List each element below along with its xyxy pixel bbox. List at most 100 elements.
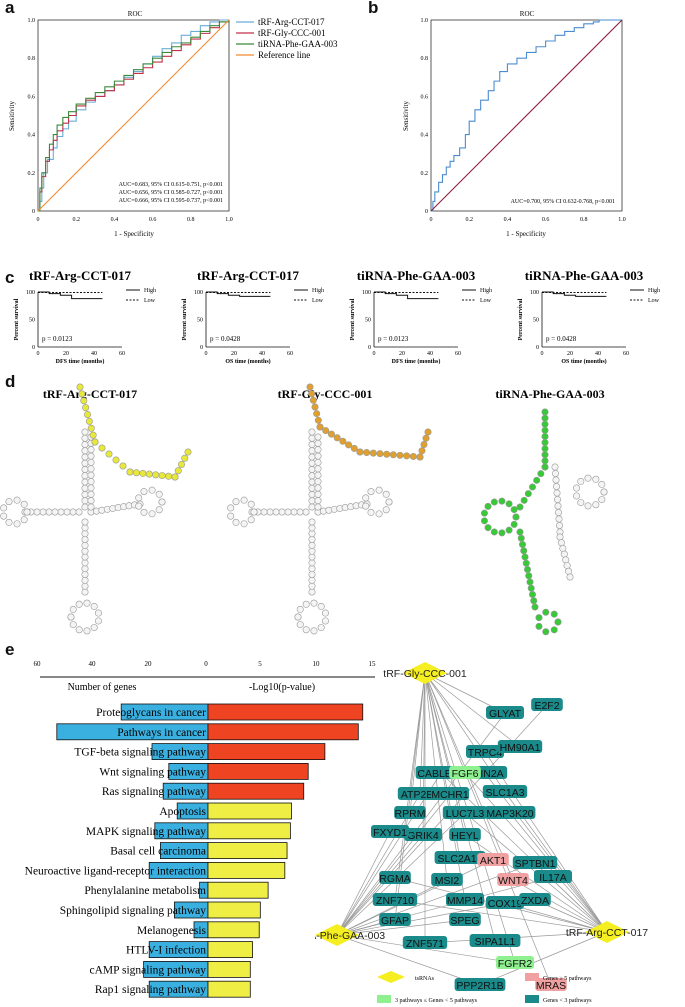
- panel-label-b: b: [368, 0, 379, 17]
- pvalue-bar: [207, 703, 364, 721]
- km-pvalue: p = 0.0428: [210, 335, 241, 343]
- svg-text:HEYL: HEYL: [451, 830, 479, 842]
- km-xtick: 60: [119, 351, 125, 357]
- rna-title-2: tRF-Gly-CCC-001: [278, 387, 373, 401]
- km-legend-low: Low: [144, 298, 156, 304]
- km-ytick: 100: [26, 290, 35, 296]
- roc-b-xtick: 1.0: [618, 217, 626, 223]
- km-xtick: 20: [63, 351, 69, 357]
- roc-b-series-1: [430, 19, 623, 212]
- svg-text:E2F2: E2F2: [534, 700, 559, 712]
- gene-node: HM90A1: [497, 740, 543, 754]
- km-xtick: 40: [259, 351, 265, 357]
- left-tick-40: 40: [89, 660, 97, 668]
- km-ytick: 100: [194, 290, 203, 296]
- pvalue-bar: [207, 861, 286, 879]
- pathway-label: Pathways in cancer: [117, 727, 206, 739]
- roc-a-legend-label: tRF-Arg-CCT-017: [258, 17, 325, 27]
- svg-text:IL17A: IL17A: [539, 872, 566, 884]
- km-ylabel: Percent survival: [14, 298, 20, 340]
- km-pvalue: p = 0.0428: [546, 335, 577, 343]
- gene-node: MAP3K20: [484, 806, 536, 820]
- svg-text:ZNF710: ZNF710: [376, 895, 414, 907]
- gene-node: IL17A: [534, 870, 572, 884]
- pathway-label: Phenylalanine metabolism: [84, 885, 206, 897]
- left-tick-20: 20: [145, 660, 153, 668]
- km-ytick: 50: [365, 318, 371, 324]
- pvalue-bar: [207, 960, 251, 978]
- svg-text:FGFR2: FGFR2: [498, 958, 533, 970]
- km-title: tRF-Arg-CCT-017: [29, 268, 132, 283]
- gene-node: ZNF710: [372, 893, 418, 907]
- rna-title-3: tiRNA-Phe-GAA-003: [495, 387, 604, 401]
- roc-a-ytick: 0: [32, 209, 35, 215]
- tsrna-hub-node: tiRNA-Phe-GAA-003: [315, 924, 385, 946]
- gene-node: GLYAT: [486, 706, 524, 720]
- pvalue-bar: [207, 842, 288, 860]
- svg-text:tRF-Gly-CCC-001: tRF-Gly-CCC-001: [383, 668, 467, 680]
- roc-b-ytick: 0.8: [421, 56, 429, 62]
- pathway-label: Sphingolipid signaling pathway: [60, 905, 207, 917]
- svg-text:PPP2R1B: PPP2R1B: [456, 980, 503, 992]
- svg-text:MRAS: MRAS: [536, 980, 566, 992]
- pathway-label: MAPK signaling pathway: [86, 826, 206, 838]
- roc-a-ytick: 0.4: [28, 133, 36, 139]
- svg-text:MSI2: MSI2: [435, 875, 460, 887]
- pvalue-bar: [207, 822, 291, 840]
- tsrna-hub-node: tRF-Gly-CCC-001: [383, 662, 467, 684]
- gene-node: MMP14: [446, 893, 484, 907]
- km-legend-high: High: [480, 288, 492, 294]
- pathway-label: Wnt signaling pathway: [99, 766, 206, 778]
- pathway-label: Melanogenesis: [137, 925, 207, 937]
- km-xlabel: DFS time (months): [392, 358, 441, 365]
- svg-text:GFAP: GFAP: [381, 915, 409, 927]
- km-xlabel: DFS time (months): [56, 358, 105, 365]
- pathway-bar-chart: 60 40 20 0 5 10 15 Number of genes -Log1…: [25, 660, 376, 998]
- svg-text:AKT1: AKT1: [480, 855, 506, 867]
- svg-text:FXYD1: FXYD1: [373, 827, 407, 839]
- gene-node: LUC7L3: [442, 806, 488, 820]
- km-ylabel: Percent survival: [518, 298, 524, 340]
- roc-a-legend-label: tRF-Gly-CCC-001: [258, 28, 326, 38]
- km-xtick: 0: [373, 351, 376, 357]
- km-xtick: 40: [595, 351, 601, 357]
- gene-node: SIPA1L1: [469, 934, 521, 948]
- roc-a-xtick: 0.2: [72, 217, 80, 223]
- km-ytick: 0: [200, 345, 203, 351]
- genes-axis-label: Number of genes: [68, 682, 137, 693]
- rna-struct-1: [0, 383, 192, 635]
- pathway-label: Rap1 signaling pathway: [95, 984, 206, 996]
- svg-text:LUC7L3: LUC7L3: [446, 808, 485, 820]
- svg-text:COX19: COX19: [488, 898, 523, 910]
- svg-text:SIPA1L1: SIPA1L1: [475, 936, 516, 948]
- panel-label-a: a: [5, 0, 15, 17]
- roc-a-ytick: 1.0: [28, 18, 36, 24]
- km-title: tiRNA-Phe-GAA-003: [525, 268, 644, 283]
- roc-a-ytick: 0.8: [28, 56, 36, 62]
- svg-text:HM90A1: HM90A1: [500, 742, 541, 754]
- roc-b-series-0: [431, 19, 622, 212]
- roc-a-legend-label: Reference line: [258, 50, 310, 60]
- gene-node: PPP2R1B: [454, 978, 506, 992]
- gene-node: FGFR2: [496, 956, 534, 970]
- legend-tsrna: tsRNAs: [415, 976, 435, 982]
- roc-a-xtick: 0.8: [187, 217, 195, 223]
- legend-tsrna-swatch: [377, 971, 405, 983]
- svg-text:WNT4: WNT4: [498, 875, 528, 887]
- gene-node: ZXDA: [519, 893, 551, 907]
- km-xtick: 40: [91, 351, 97, 357]
- km-legend-high: High: [648, 288, 660, 294]
- km-xtick: 40: [427, 351, 433, 357]
- roc-b-title: ROC: [520, 10, 535, 18]
- roc-b-xtick: 0.2: [465, 217, 473, 223]
- legend-pink: Genes ≥ 5 pathways: [543, 976, 592, 982]
- km-xtick: 0: [205, 351, 208, 357]
- legend-green: 3 pathways ≤ Genes < 5 pathways: [395, 998, 478, 1004]
- svg-text:TRPC4: TRPC4: [468, 747, 503, 759]
- pvalue-axis-label: -Log10(p-value): [249, 682, 315, 693]
- km-xtick: 60: [455, 351, 461, 357]
- km-ylabel: Percent survival: [182, 298, 188, 340]
- svg-text:tiRNA-Phe-GAA-003: tiRNA-Phe-GAA-003: [315, 930, 385, 942]
- gene-node: SPEG: [449, 913, 481, 927]
